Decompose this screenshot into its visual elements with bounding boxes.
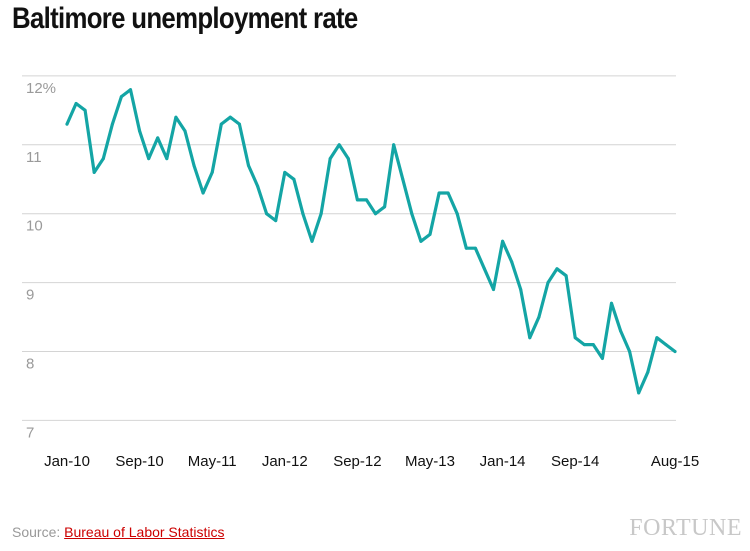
data-point: [237, 122, 241, 126]
data-point: [283, 170, 287, 174]
y-tick-label: 12%: [26, 80, 56, 97]
data-point: [292, 177, 296, 181]
data-point: [492, 288, 495, 291]
data-point: [101, 157, 105, 161]
data-point: [183, 129, 187, 133]
data-point: [110, 122, 114, 126]
y-tick-label: 10: [26, 218, 43, 235]
x-tick-label: Aug-15: [651, 453, 699, 470]
data-point: [646, 370, 650, 374]
data-point: [510, 260, 514, 264]
data-point: [600, 356, 604, 360]
x-tick-label: Sep-12: [333, 453, 381, 470]
data-point: [355, 198, 359, 202]
source-link[interactable]: Bureau of Labor Statistics: [64, 524, 225, 540]
data-point: [265, 212, 269, 216]
chart-title: Baltimore unemployment rate: [12, 2, 358, 35]
data-point: [165, 157, 169, 161]
source-prefix: Source:: [12, 524, 65, 540]
data-point: [319, 212, 323, 216]
x-tick-label: Sep-14: [551, 453, 599, 470]
y-axis-tick-labels: 12% 11 10 9 8 7: [26, 80, 56, 442]
data-point: [147, 157, 151, 161]
x-tick-label: May-13: [405, 453, 455, 470]
y-tick-label: 8: [26, 356, 34, 373]
data-point: [256, 184, 260, 188]
x-axis-tick-labels: Jan-10 Sep-10 May-11 Jan-12 Sep-12 May-13 Jan-…: [44, 453, 699, 470]
data-point: [637, 391, 641, 395]
data-point: [119, 95, 123, 99]
data-point: [247, 164, 250, 167]
x-tick-label: Sep-10: [115, 453, 163, 470]
y-tick-label: 11: [26, 149, 42, 166]
data-point: [410, 212, 414, 216]
data-point: [156, 136, 160, 140]
data-point: [201, 191, 205, 195]
data-point: [328, 157, 332, 161]
data-point: [401, 177, 405, 181]
data-point: [537, 315, 541, 319]
data-point: [138, 129, 142, 133]
data-point: [455, 212, 459, 216]
data-point: [310, 239, 314, 243]
data-point: [528, 336, 532, 340]
fortune-logo: FORTUNE: [629, 515, 742, 541]
data-point: [337, 143, 341, 147]
data-point: [192, 164, 196, 167]
data-point: [628, 350, 632, 353]
x-tick-label: Jan-10: [44, 453, 90, 470]
data-point: [383, 205, 387, 209]
data-point: [74, 102, 78, 105]
x-tick-label: Jan-14: [480, 453, 526, 470]
data-point: [673, 350, 677, 353]
data-point: [619, 329, 623, 333]
data-point: [65, 122, 69, 126]
data-point: [591, 343, 595, 347]
data-point: [346, 157, 350, 161]
data-point: [428, 232, 432, 236]
data-point: [174, 115, 178, 119]
y-tick-label: 7: [26, 424, 34, 441]
data-point: [446, 191, 450, 195]
data-point: [573, 336, 577, 340]
data-point: [274, 219, 278, 223]
data-point: [546, 281, 550, 285]
data-point: [219, 122, 223, 126]
data-point: [655, 336, 659, 340]
data-point: [210, 170, 214, 174]
grid-lines: [22, 75, 676, 421]
data-point: [464, 246, 468, 250]
data-point: [519, 288, 523, 291]
data-point: [664, 343, 668, 347]
source-note: Source: Bureau of Labor Statistics: [12, 524, 224, 540]
data-point: [374, 212, 377, 216]
data-point: [555, 267, 559, 271]
data-point: [564, 274, 568, 278]
data-point: [582, 343, 586, 347]
data-point: [473, 246, 477, 250]
series-group: [65, 88, 677, 395]
data-point: [83, 108, 87, 112]
data-point: [437, 191, 441, 195]
data-point: [129, 88, 132, 92]
data-point: [92, 170, 96, 174]
data-point: [610, 301, 613, 305]
data-point: [301, 212, 305, 216]
x-tick-label: May-11: [188, 453, 237, 470]
data-point: [365, 198, 368, 202]
data-point: [419, 239, 423, 243]
data-point: [482, 267, 486, 271]
x-tick-label: Jan-12: [262, 453, 308, 470]
data-point: [228, 115, 232, 119]
y-tick-label: 9: [26, 287, 34, 304]
data-point: [501, 239, 505, 243]
data-point: [392, 143, 396, 147]
series-line: [65, 88, 677, 395]
